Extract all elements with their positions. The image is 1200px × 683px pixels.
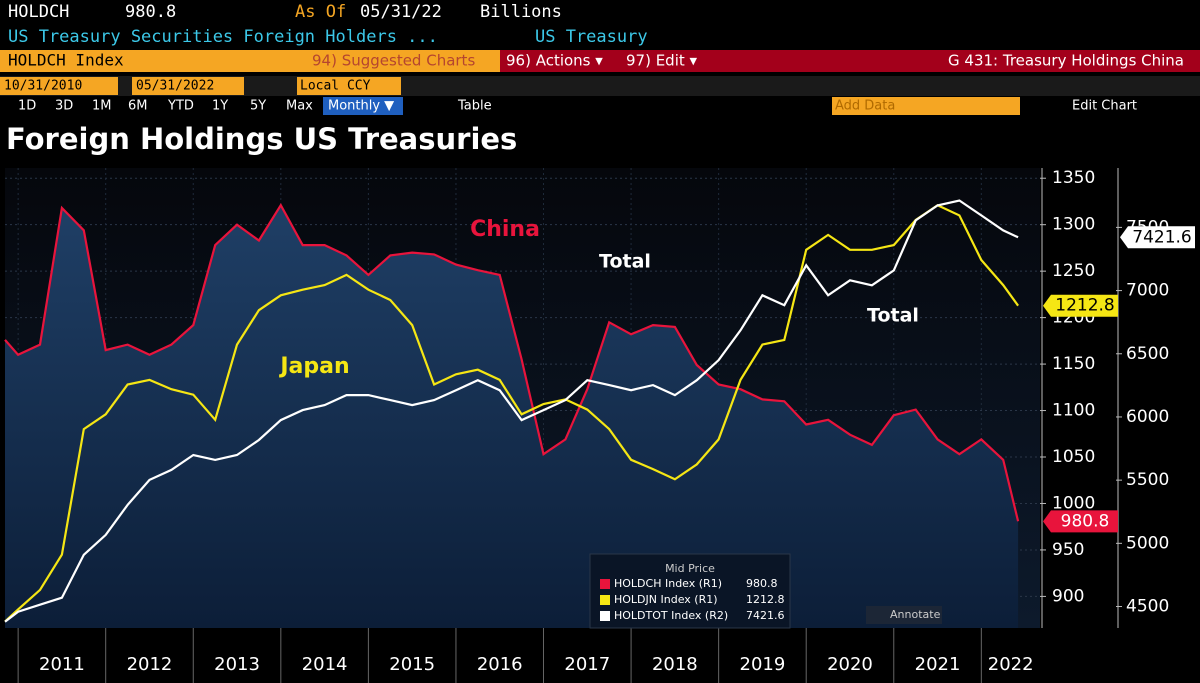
as-of: As Of — [295, 2, 346, 22]
value-flag-label: 980.8 — [1061, 511, 1110, 531]
start-date[interactable]: 10/31/2010 — [4, 79, 82, 94]
y-tick-label: 950 — [1052, 540, 1084, 560]
value-flag — [1043, 294, 1118, 317]
ticker: HOLDCH — [8, 2, 69, 22]
add-data[interactable]: Add Data — [835, 99, 895, 114]
menu-bar — [500, 50, 1200, 72]
legend — [589, 553, 791, 629]
annotate-box[interactable] — [866, 606, 942, 624]
period-button[interactable]: 5Y — [250, 99, 266, 114]
line — [4, 203, 1020, 522]
unit: Billions — [480, 2, 562, 22]
line — [4, 199, 1019, 623]
suggested-charts[interactable]: 94) Suggested Charts — [312, 52, 475, 70]
annotation: Japan — [278, 354, 349, 379]
end-date[interactable]: 05/31/2022 — [136, 79, 214, 94]
page-title: G 431: Treasury Holdings China — [948, 52, 1184, 70]
y2-tick-label: 4500 — [1126, 597, 1169, 617]
start-box[interactable] — [0, 77, 118, 95]
annotation: Total — [599, 251, 651, 273]
annotation: China — [470, 217, 540, 242]
legend-label: HOLDTOT Index (R2) — [614, 609, 728, 622]
y-tick-label: 1100 — [1052, 401, 1095, 421]
legend-label: HOLDJN Index (R1) — [614, 593, 718, 606]
period-button[interactable]: 1D — [18, 99, 36, 114]
period-button[interactable]: Max — [286, 99, 313, 114]
x-axis-band — [0, 628, 1200, 683]
legend-swatch — [600, 611, 610, 621]
currency-box[interactable] — [297, 77, 401, 95]
x-tick-label: 2017 — [564, 654, 610, 675]
y2-tick-label: 5000 — [1126, 533, 1169, 553]
period-button[interactable]: 1M — [92, 99, 112, 114]
end-box[interactable] — [132, 77, 244, 95]
annotate-button[interactable]: Annotate — [890, 608, 941, 621]
chart-title: Foreign Holdings US Treasuries — [6, 122, 517, 156]
y-tick-label: 1150 — [1052, 354, 1095, 374]
value-flag — [1120, 226, 1195, 249]
period-button[interactable]: 1Y — [212, 99, 228, 114]
description: US Treasury Securities Foreign Holders .… — [8, 27, 438, 47]
x-tick-label: 2018 — [652, 654, 698, 675]
x-tick-label: 2020 — [827, 654, 873, 675]
category: US Treasury — [535, 27, 648, 47]
x-tick-label: 2021 — [915, 654, 961, 675]
security-box[interactable] — [0, 50, 500, 72]
currency[interactable]: Local CCY — [300, 79, 371, 94]
y2-tick-label: 7000 — [1126, 281, 1169, 301]
x-tick-label: 2022 — [988, 654, 1034, 675]
edit-menu[interactable]: 97) Edit ▾ — [626, 52, 698, 70]
x-tick-label: 2015 — [389, 654, 435, 675]
legend-swatch — [600, 595, 610, 605]
y2-tick-label: 6000 — [1126, 407, 1169, 427]
legend-title: Mid Price — [665, 562, 715, 575]
x-tick-label: 2013 — [214, 654, 260, 675]
legend-label: HOLDCH Index (R1) — [614, 577, 722, 590]
y-tick-label: 1350 — [1052, 168, 1095, 188]
y-tick-label: 1250 — [1052, 261, 1095, 281]
x-tick-label: 2019 — [740, 654, 786, 675]
table-button[interactable]: Table — [457, 99, 492, 114]
add-data-box[interactable] — [832, 97, 1020, 115]
y2-tick-label: 5500 — [1126, 470, 1169, 490]
y-tick-label: 1300 — [1052, 215, 1095, 235]
actions-menu[interactable]: 96) Actions ▾ — [506, 52, 603, 70]
value-flag — [1043, 510, 1118, 533]
frequency[interactable]: Monthly ▼ — [328, 99, 394, 114]
last-price: 980.8 — [125, 2, 176, 22]
edit-chart[interactable]: Edit Chart — [1072, 99, 1137, 114]
y-tick-label: 900 — [1052, 586, 1084, 606]
period-button[interactable]: 3D — [55, 99, 73, 114]
legend-value: 1212.8 — [746, 593, 785, 606]
line — [4, 203, 1019, 623]
as-of-date: 05/31/22 — [360, 2, 442, 22]
y2-tick-label: 6500 — [1126, 344, 1169, 364]
y-tick-label: 1050 — [1052, 447, 1095, 467]
period-button[interactable]: 6M — [128, 99, 148, 114]
legend-value: 7421.6 — [746, 609, 785, 622]
legend-value: 980.8 — [746, 577, 778, 590]
x-tick-label: 2016 — [477, 654, 523, 675]
value-flag-label: 1212.8 — [1055, 296, 1114, 316]
x-tick-label: 2012 — [127, 654, 173, 675]
value-flag-label: 7421.6 — [1132, 227, 1191, 247]
period-button[interactable]: YTD — [167, 99, 194, 114]
legend-swatch — [600, 579, 610, 589]
x-tick-label: 2011 — [39, 654, 85, 675]
y-tick-label: 1000 — [1052, 493, 1095, 513]
security[interactable]: HOLDCH Index — [8, 51, 124, 70]
annotation: Total — [867, 305, 919, 327]
x-tick-label: 2014 — [302, 654, 348, 675]
frequency-box[interactable] — [323, 97, 403, 115]
